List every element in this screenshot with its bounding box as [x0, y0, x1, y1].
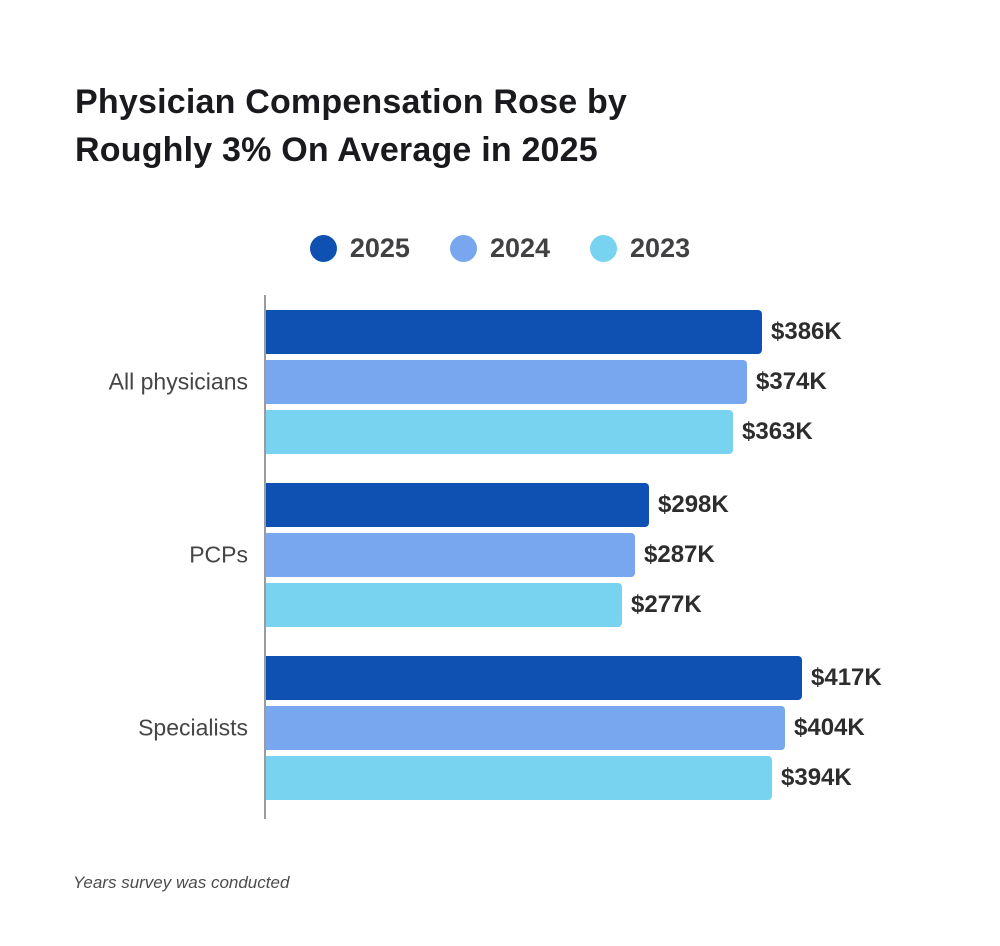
- legend-dot-2024: [449, 234, 477, 262]
- bar-2023: [266, 583, 622, 627]
- bar-2025: [266, 656, 802, 700]
- bar-value-label: $404K: [794, 714, 865, 741]
- bar-value-label: $287K: [644, 541, 715, 568]
- bar-2024: [266, 360, 747, 404]
- bar-value-label: $386K: [771, 318, 842, 345]
- legend-dot-2025: [309, 234, 337, 262]
- bar-2023: [266, 756, 772, 800]
- bar-row: $394K: [266, 756, 966, 800]
- bar-2025: [266, 483, 649, 527]
- bar-value-label: $277K: [631, 591, 702, 618]
- bar-row: $298K: [266, 483, 966, 527]
- bar-value-label: $374K: [756, 368, 827, 395]
- category-label: Specialists: [138, 714, 248, 741]
- category-group: PCPs $298K $287K $277K: [189, 483, 966, 627]
- bar-value-label: $417K: [811, 664, 882, 691]
- chart-title: Physician Compensation Rose by Roughly 3%…: [0, 0, 1000, 174]
- legend-item-2025: 2025: [309, 232, 410, 264]
- legend-item-2023: 2023: [590, 233, 690, 264]
- bar-value-label: $363K: [742, 418, 813, 445]
- bar-row: $417K: [266, 656, 966, 700]
- category-label: PCPs: [189, 541, 248, 568]
- legend: 2025 2024 2023: [0, 232, 1000, 264]
- chart-caption: Years survey was conducted: [73, 873, 290, 892]
- legend-label-2025: 2025: [349, 232, 410, 263]
- bar-row: $404K: [266, 706, 966, 750]
- bar-2023: [266, 410, 733, 454]
- category-group: Specialists $417K $404K $394K: [138, 656, 966, 800]
- bar-row: $363K: [266, 410, 966, 454]
- bar-2024: [266, 706, 785, 750]
- bar-value-label: $394K: [781, 764, 852, 791]
- bar-value-label: $298K: [658, 491, 729, 518]
- chart-title-line-2: Roughly 3% On Average in 2025: [75, 131, 598, 169]
- category-label: All physicians: [108, 368, 248, 395]
- bar-chart: All physicians $386K $374K $363K PCPs $298K $2…: [109, 295, 966, 819]
- bar-row: $386K: [266, 310, 966, 354]
- y-axis-line: [264, 295, 266, 819]
- bar-row: $287K: [266, 533, 966, 577]
- legend-label-2024: 2024: [489, 232, 551, 263]
- legend-label-2023: 2023: [630, 232, 691, 263]
- legend-item-2024: 2024: [449, 232, 551, 264]
- legend-dot-2023: [590, 234, 618, 262]
- category-group: All physicians $386K $374K $363K: [109, 310, 966, 454]
- bar-row: $374K: [266, 360, 966, 404]
- bar-2025: [266, 310, 762, 354]
- bar-2024: [266, 533, 635, 577]
- bar-row: $277K: [266, 583, 966, 627]
- chart-title-line-1: Physician Compensation Rose by: [75, 83, 628, 121]
